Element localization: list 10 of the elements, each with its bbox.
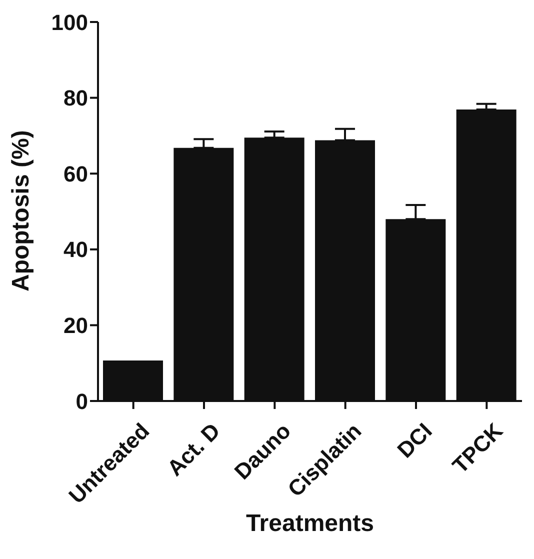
x-tick-label: DCI [392,418,437,463]
y-tick-label: 100 [51,10,88,35]
y-axis-title: Apoptosis (%) [8,130,35,292]
y-tick-label: 0 [76,388,88,414]
x-tick-label: Act. D [162,418,225,481]
y-tick-label: 20 [64,313,88,338]
x-axis-title: Treatments [246,510,374,537]
y-tick-label: 60 [64,161,88,186]
y-tick-label: 80 [64,86,88,111]
y-tick-label: 40 [64,237,88,262]
